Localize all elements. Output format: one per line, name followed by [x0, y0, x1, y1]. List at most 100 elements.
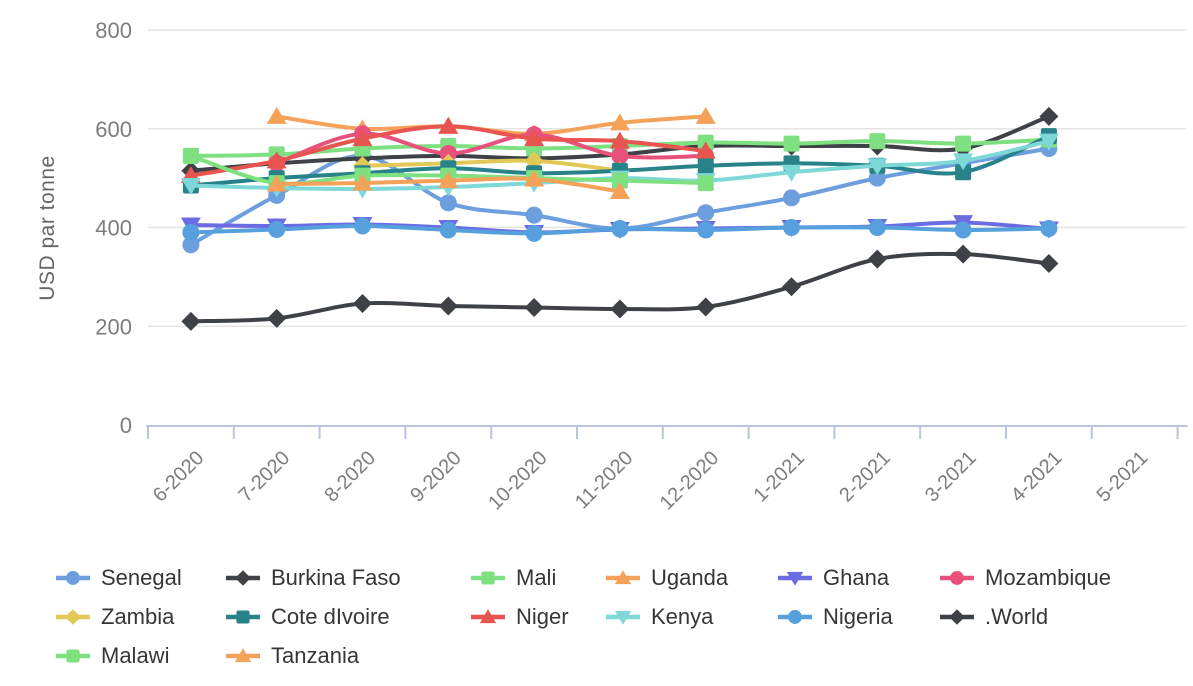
price-line-chart: 0 200 400 600 800 6-2020 7-2020 8-2020 9-2020 10-…	[95, 18, 1188, 514]
legend-circle-icon	[940, 571, 974, 585]
series-marker	[783, 189, 800, 207]
series-marker	[869, 133, 886, 150]
series-marker	[609, 131, 630, 149]
legend-item-cote-divoire[interactable]: Cote dIvoire	[225, 601, 470, 633]
legend-item-malawi[interactable]: Malawi	[55, 640, 225, 672]
series-marker	[609, 113, 630, 131]
legend-item-niger[interactable]: Niger	[470, 601, 605, 633]
x-tick-label: 1-2021	[749, 447, 809, 507]
series-marker	[182, 147, 199, 164]
legend-item-nigeria[interactable]: Nigeria	[777, 601, 939, 633]
series-marker	[955, 135, 972, 152]
legend-label: Niger	[516, 604, 569, 629]
legend-item-ghana[interactable]: Ghana	[777, 562, 939, 594]
legend-triangle-down-icon	[606, 610, 640, 625]
legend-symbol	[788, 610, 802, 624]
legend-triangle-icon	[226, 648, 260, 663]
legend-label: Senegal	[101, 565, 182, 590]
series-marker	[524, 169, 545, 187]
series-line	[360, 158, 622, 173]
x-tick-label: 4-2021	[1007, 447, 1067, 507]
series-marker	[953, 153, 974, 171]
legend-item-burkina-faso[interactable]: Burkina Faso	[225, 562, 470, 594]
series-marker	[697, 204, 715, 222]
legend-item-kenya[interactable]: Kenya	[605, 601, 777, 633]
series-marker	[611, 147, 629, 165]
series-marker	[181, 311, 201, 331]
series-marker	[266, 106, 287, 124]
x-tick-label: 5-2021	[1093, 447, 1153, 507]
legend-square-icon	[226, 610, 260, 624]
legend-symbol	[786, 571, 804, 586]
series-marker	[182, 223, 200, 241]
x-tick-label: 2-2021	[835, 447, 895, 507]
series-marker	[611, 172, 628, 189]
series-marker	[782, 277, 801, 297]
series-marker	[525, 206, 543, 224]
x-tick-label: 6-2020	[149, 447, 209, 507]
series-marker	[955, 164, 972, 181]
legend-symbol	[614, 570, 632, 585]
legend-symbol	[66, 649, 80, 663]
legend-label: Mozambique	[985, 565, 1111, 590]
y-tick-label: 200	[95, 314, 132, 339]
legend-triangle-icon	[471, 609, 505, 624]
legend-item-zambia[interactable]: Zambia	[55, 601, 225, 633]
series-marker	[868, 219, 886, 236]
series-marker	[180, 178, 201, 196]
legend-symbol	[234, 648, 252, 663]
legend-diamond-icon	[940, 609, 974, 625]
legend-label: Uganda	[651, 565, 729, 590]
legend-symbol	[949, 609, 965, 625]
x-tick-label: 9-2020	[406, 447, 466, 507]
series-marker	[868, 169, 886, 187]
y-tick-label: 0	[120, 413, 132, 438]
x-tick-label: 3-2021	[921, 447, 981, 507]
series-marker	[1038, 133, 1059, 151]
series-marker	[867, 249, 887, 269]
series-marker	[783, 135, 800, 152]
x-tick-label: 8-2020	[320, 447, 380, 507]
series-marker	[697, 221, 715, 239]
series-marker	[525, 224, 543, 242]
series-marker	[696, 297, 716, 317]
series-marker	[867, 158, 888, 176]
chart-area: 0 200 400 600 800 6-2020 7-2020 8-2020 9-2020 10-…	[36, 18, 1188, 514]
chart-legend: Senegal Burkina Faso Mali Uganda Ghana Mozamb…	[55, 562, 1190, 672]
series-marker	[439, 194, 457, 212]
series-marker	[1040, 219, 1058, 237]
y-tick-label: 600	[95, 117, 132, 142]
legend-item-mali[interactable]: Mali	[470, 562, 605, 594]
series-marker	[354, 217, 371, 235]
legend-diamond-icon	[226, 570, 260, 586]
legend-item-uganda[interactable]: Uganda	[605, 562, 777, 594]
legend-item-senegal[interactable]: Senegal	[55, 562, 225, 594]
legend-label: Burkina Faso	[271, 565, 401, 590]
legend-item-tanzania[interactable]: Tanzania	[225, 640, 470, 672]
series-marker	[266, 174, 287, 192]
series-marker	[953, 244, 973, 264]
series-marker	[695, 106, 716, 124]
legend-symbol	[66, 571, 80, 585]
legend-item-mozambique[interactable]: Mozambique	[939, 562, 1190, 594]
series-marker	[524, 129, 545, 147]
series-marker	[783, 219, 800, 236]
series-marker	[439, 144, 457, 162]
series-marker	[353, 294, 372, 314]
legend-label: Malawi	[101, 643, 170, 668]
series-uganda	[266, 106, 716, 142]
legend-triangle-down-icon	[778, 571, 812, 586]
legend-circle-icon	[778, 610, 812, 624]
legend-label: Ghana	[823, 565, 890, 590]
legend-symbol	[481, 571, 495, 585]
legend-label: Kenya	[651, 604, 714, 629]
legend-label: Zambia	[101, 604, 175, 629]
x-tick-label: 11-2020	[571, 447, 637, 513]
legend-symbol	[479, 609, 497, 624]
x-tick-label: 12-2020	[656, 447, 723, 514]
series-marker	[524, 297, 544, 317]
legend-item--world[interactable]: .World	[939, 601, 1190, 633]
legend-square-icon	[471, 571, 505, 585]
series-marker	[352, 173, 373, 191]
